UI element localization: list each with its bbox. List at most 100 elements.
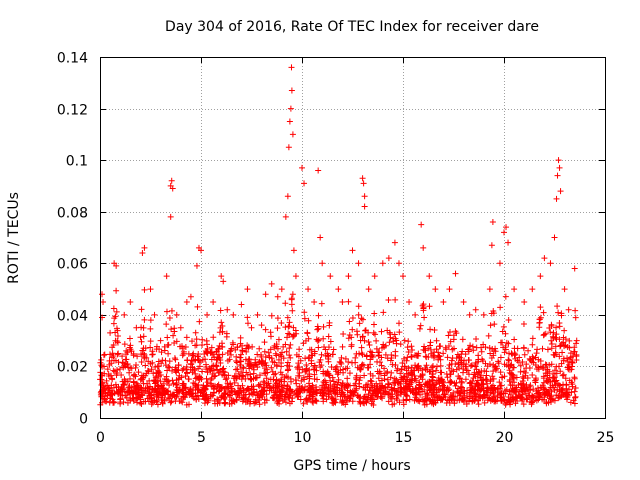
data-point [557, 368, 564, 375]
data-point [108, 382, 115, 389]
data-point [161, 389, 168, 396]
plot-frame [100, 57, 606, 419]
data-point [270, 394, 277, 401]
data-point [440, 382, 447, 389]
data-point [571, 265, 578, 272]
data-point [433, 337, 440, 344]
data-point [564, 355, 571, 362]
data-point [497, 369, 504, 376]
data-point [258, 353, 265, 360]
data-point [573, 340, 580, 347]
data-point [412, 389, 419, 396]
data-point [125, 384, 132, 391]
data-point [564, 344, 571, 351]
data-point [289, 131, 296, 138]
data-point [338, 360, 345, 367]
data-point [116, 366, 123, 373]
data-point [275, 356, 282, 363]
data-point [482, 344, 489, 351]
data-point [340, 391, 347, 398]
data-point [174, 384, 181, 391]
data-point [345, 273, 352, 280]
data-point [329, 374, 336, 381]
data-point [568, 358, 575, 365]
data-point [490, 307, 497, 314]
data-point [231, 379, 238, 386]
data-point [319, 260, 326, 267]
data-point [400, 273, 406, 280]
data-point [246, 400, 253, 407]
data-point [306, 395, 313, 402]
data-point [330, 378, 337, 385]
data-point [354, 392, 361, 399]
data-point [151, 386, 158, 393]
data-point [541, 331, 548, 338]
data-point [497, 304, 504, 311]
data-point [415, 367, 422, 374]
data-point [351, 382, 358, 389]
data-point [224, 306, 231, 313]
data-point [548, 322, 555, 329]
data-point [501, 229, 507, 236]
data-point [488, 355, 495, 362]
data-point [459, 336, 466, 343]
data-point [436, 353, 443, 360]
data-point [203, 363, 210, 370]
data-point [438, 376, 445, 383]
data-point [403, 357, 410, 364]
data-point [513, 384, 520, 391]
data-point [485, 385, 492, 392]
data-point [340, 330, 347, 337]
data-point [322, 379, 329, 386]
data-point [180, 390, 187, 397]
data-point [280, 355, 287, 362]
data-point [542, 361, 549, 368]
data-point [446, 286, 453, 293]
data-point [120, 399, 127, 406]
data-point [554, 303, 561, 310]
data-point [380, 341, 387, 348]
data-point [156, 346, 163, 353]
data-point [433, 389, 440, 396]
data-point [274, 325, 281, 332]
data-point [259, 393, 266, 400]
data-point [496, 260, 503, 267]
data-point [565, 306, 572, 313]
data-point [302, 383, 309, 390]
data-point [415, 386, 422, 393]
data-point [175, 362, 182, 369]
data-point [310, 391, 317, 398]
data-point [123, 394, 130, 401]
data-point [511, 379, 518, 386]
data-point [320, 389, 327, 396]
data-point [382, 351, 389, 358]
data-point [342, 365, 349, 372]
data-point [182, 373, 189, 380]
data-point [314, 326, 321, 333]
data-point [290, 247, 297, 254]
data-point [551, 387, 558, 394]
data-point [171, 355, 178, 362]
data-point [440, 379, 447, 386]
data-point [294, 393, 301, 400]
data-point [282, 399, 289, 406]
data-point [243, 348, 250, 355]
data-point [468, 380, 475, 387]
data-point [327, 338, 334, 345]
data-point [126, 335, 133, 342]
data-point [459, 395, 466, 402]
data-point [285, 330, 292, 337]
data-point [152, 363, 159, 370]
data-point [238, 369, 245, 376]
data-point [118, 371, 125, 378]
data-point [385, 296, 392, 303]
data-point [511, 286, 518, 293]
data-point [229, 339, 236, 346]
data-point [318, 386, 325, 393]
data-point [551, 234, 558, 241]
data-point [331, 390, 338, 397]
data-point [130, 389, 137, 396]
data-point [217, 324, 224, 331]
data-point [332, 381, 339, 388]
data-point [421, 347, 428, 354]
